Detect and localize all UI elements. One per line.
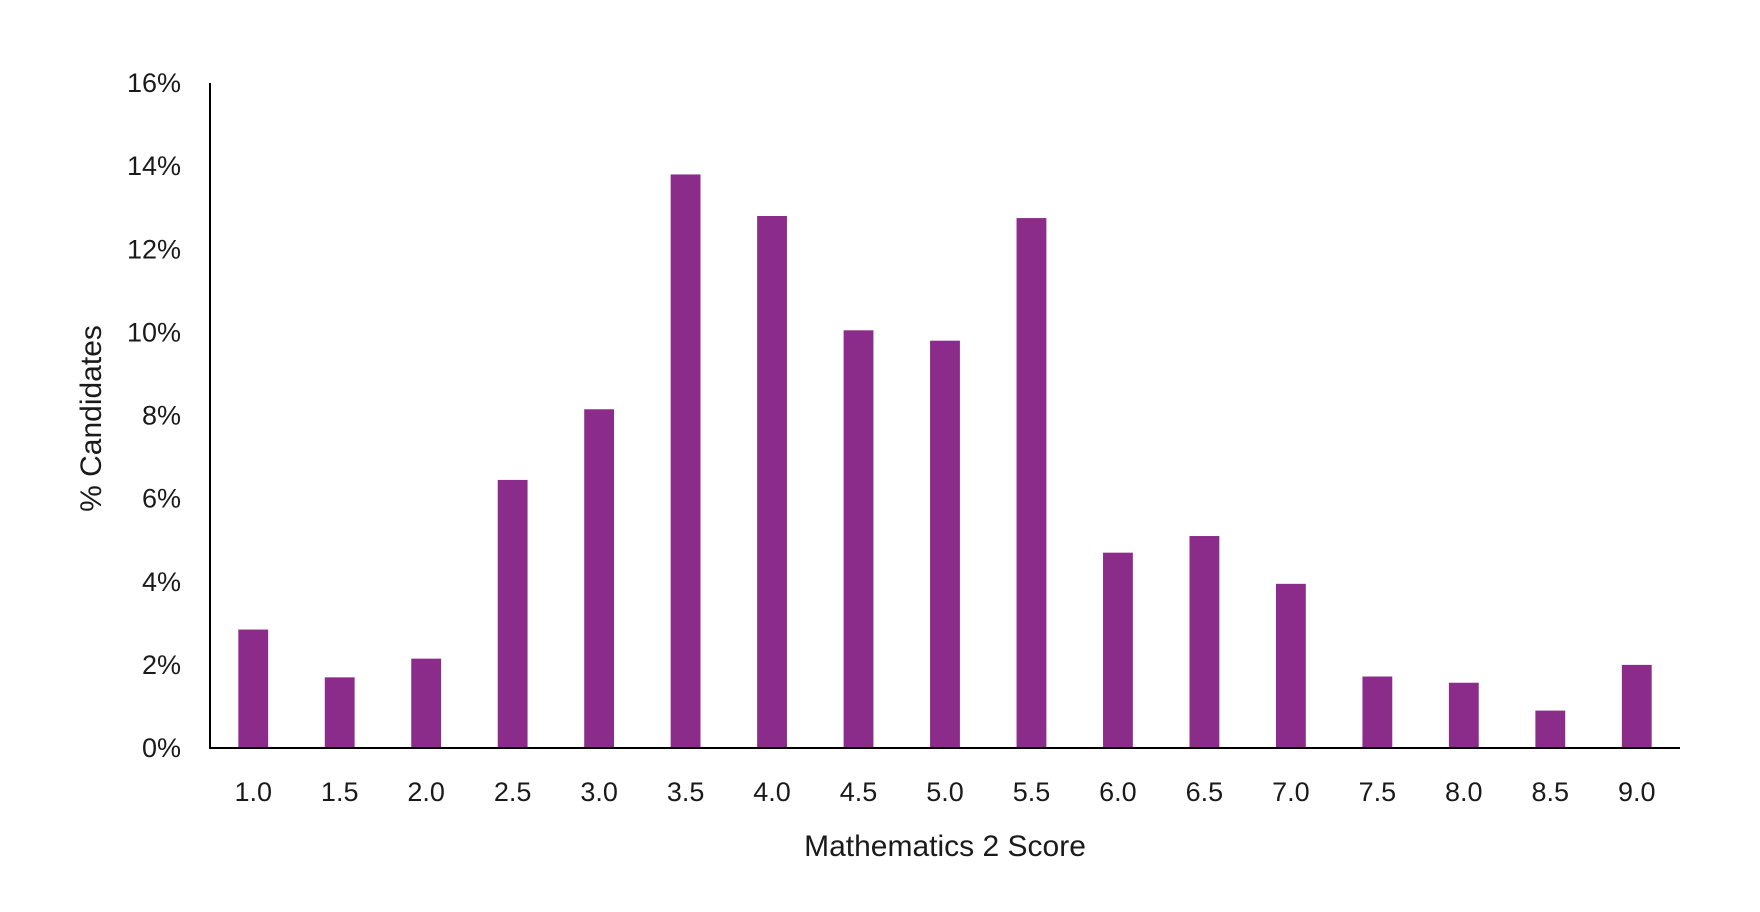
x-tick-label: 4.5 (840, 777, 878, 807)
bar-8.0 (1448, 682, 1479, 748)
y-tick-label: 0% (142, 733, 181, 763)
bar-4.0 (757, 216, 787, 748)
y-tick-label: 6% (142, 484, 181, 514)
y-tick-label: 2% (142, 650, 181, 680)
bar-5.5 (1016, 218, 1047, 748)
bar-3.5 (670, 174, 701, 748)
y-tick-label: 16% (127, 68, 181, 98)
bar-8.5 (1535, 710, 1566, 748)
x-tick-label: 3.0 (580, 777, 618, 807)
x-tick-label: 6.0 (1099, 777, 1137, 807)
x-tick-label: 8.0 (1445, 777, 1483, 807)
bar-2.0 (411, 658, 442, 748)
bar-4.5 (843, 330, 874, 748)
x-tick-label: 3.5 (667, 777, 705, 807)
bar-6.0 (1103, 552, 1133, 748)
bar-6.5 (1189, 536, 1220, 748)
bar-9.0 (1621, 664, 1652, 749)
bar-7.0 (1275, 583, 1306, 748)
bar-3.0 (584, 409, 615, 748)
x-axis-title: Mathematics 2 Score (804, 830, 1086, 863)
y-tick-label: 4% (142, 567, 181, 597)
x-tick-label: 4.0 (753, 777, 791, 807)
x-tick-label: 2.0 (407, 777, 445, 807)
x-tick-label: 7.5 (1359, 777, 1397, 807)
y-axis-ticks: 0% 2% 4% 6% 8% 10% 12% 14% 16% (127, 68, 181, 763)
x-tick-label: 1.5 (321, 777, 359, 807)
x-axis-ticks: 1.0 1.5 2.0 2.5 3.0 3.5 4.0 4.5 5.0 5.5 6.0 6.5 7.0 7… (234, 777, 1655, 807)
bar-5.0 (930, 340, 960, 748)
y-tick-label: 10% (127, 317, 181, 347)
x-tick-label: 7.0 (1272, 777, 1310, 807)
y-tick-label: 14% (127, 151, 181, 181)
bar-7.5 (1362, 676, 1393, 748)
y-tick-label: 8% (142, 401, 181, 431)
bar-2.5 (497, 479, 528, 748)
x-tick-label: 2.5 (494, 777, 532, 807)
x-tick-label: 8.5 (1532, 777, 1570, 807)
y-tick-label: 12% (127, 234, 181, 264)
x-tick-label: 5.5 (1013, 777, 1051, 807)
x-tick-label: 1.0 (234, 777, 272, 807)
y-axis-title: % Candidates (75, 325, 108, 512)
x-tick-label: 6.5 (1186, 777, 1224, 807)
bars-group (238, 174, 1652, 749)
x-tick-label: 9.0 (1618, 777, 1656, 807)
bar-1.5 (324, 677, 355, 748)
bar-1.0 (238, 629, 269, 748)
x-tick-label: 5.0 (926, 777, 964, 807)
